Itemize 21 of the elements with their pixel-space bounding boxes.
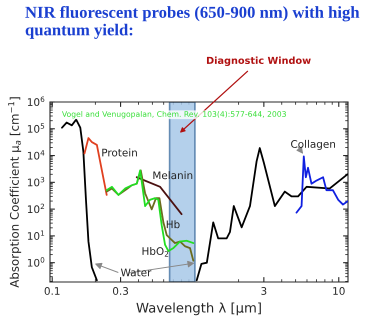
y-axis-title: Absorption Coefficient μ$_{a}$ [cm$^{−1}$] (8, 97, 22, 288)
x-axis-title: Wavelength λ [μm] (136, 302, 261, 316)
series-label: Melanin (153, 171, 192, 180)
series-label: Hb (166, 220, 180, 228)
x-tick-label: 0.1 (44, 287, 60, 295)
y-tick-label: 10$^{0}$ (28, 257, 44, 267)
series-label: Protein (102, 148, 137, 156)
y-tick-label: 10$^{5}$ (28, 123, 44, 133)
text: Water (120, 268, 152, 276)
y-tick-label: 10$^{3}$ (28, 176, 44, 186)
x-tick-label: 3 (261, 287, 266, 295)
y-tick-label: 10$^{6}$ (28, 96, 44, 106)
y-tick-label: 10$^{4}$ (28, 150, 44, 160)
y-tick-label: 10$^{2}$ (28, 204, 44, 214)
x-tick-label: 10 (333, 287, 345, 295)
y-tick-label: 10$^{1}$ (28, 230, 44, 240)
x-tick-label: 0.3 (112, 287, 128, 295)
series-label: HbO$_{2}$ (142, 246, 168, 257)
series-label: Collagen (291, 140, 336, 150)
chart-title: NIR fluorescent probes (650-900 nm) with high quantum yield: (25, 6, 360, 39)
band-label: Diagnostic Window (206, 56, 311, 66)
